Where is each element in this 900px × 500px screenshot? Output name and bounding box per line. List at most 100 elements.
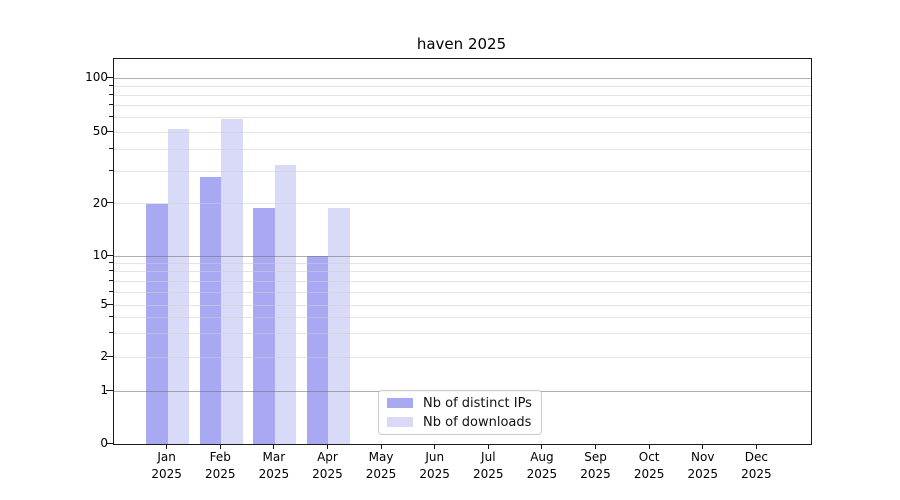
bar-nb-of-distinct-ips [199,177,222,444]
y-tick-label: 2 [100,349,108,363]
x-tick-mark [166,444,168,449]
x-tick-mark [434,444,436,449]
chart-title: haven 2025 [416,35,507,53]
x-tick-mark [273,444,275,449]
legend-label-distinct-ips: Nb of distinct IPs [423,395,532,411]
y-minor-tick-mark [109,104,113,106]
distinct-ips-swatch [387,398,413,408]
plot-area: Nb of distinct IPs Nb of downloads [113,58,812,445]
bar-nb-of-downloads [167,128,190,444]
y-tick-mark [106,442,113,444]
x-tick-mark [755,444,757,449]
y-minor-tick-mark [109,147,113,149]
x-tick-month: Nov [691,450,715,464]
bar-nb-of-distinct-ips [306,256,329,444]
y-tick-mark [106,202,113,204]
minor-gridline [114,85,811,87]
x-tick-month: Jan [157,450,176,464]
x-tick-label: Jul 2025 [458,449,518,483]
y-tick-mark [106,389,113,391]
minor-gridline [114,131,811,133]
x-tick-mark [702,444,704,449]
x-tick-month: Mar [262,450,286,464]
legend-label-downloads: Nb of downloads [423,414,532,430]
bar-nb-of-downloads [328,207,350,444]
x-tick-label: Oct 2025 [619,449,679,483]
y-tick-mark [106,76,113,78]
y-tick-label: 0 [100,436,108,450]
minor-gridline [114,356,811,358]
y-tick-mark [106,254,113,256]
y-tick-label: 10 [92,248,108,262]
y-tick-label: 20 [92,195,108,210]
x-tick-label: Feb 2025 [190,449,250,483]
major-gridline [114,255,811,257]
x-tick-year: 2025 [741,467,772,481]
x-tick-month: May [368,450,394,464]
y-tick-label: 1 [100,383,108,397]
x-tick-year: 2025 [204,467,236,481]
minor-gridline [114,148,811,150]
minor-gridline [114,105,811,107]
x-tick-month: Aug [530,450,554,464]
y-minor-tick-mark [109,279,113,281]
y-tick-label: 5 [100,297,108,311]
y-minor-tick-mark [109,270,113,272]
x-tick-month: Oct [638,450,660,464]
minor-gridline [114,95,811,97]
x-tick-mark [326,444,328,449]
x-tick-label: Sep 2025 [566,449,626,483]
x-tick-mark [541,444,543,449]
y-minor-tick-mark [109,290,113,292]
x-tick-year: 2025 [526,467,558,481]
minor-gridline [114,317,811,319]
x-tick-year: 2025 [365,467,397,481]
x-tick-label: Apr 2025 [297,449,357,483]
y-minor-tick-mark [109,170,113,172]
y-minor-tick-mark [109,316,113,318]
minor-gridline [114,333,811,335]
x-tick-mark [487,444,489,449]
minor-gridline [114,117,811,119]
y-tick-mark [106,355,113,357]
x-tick-mark [648,444,650,449]
x-tick-month: Feb [209,450,231,464]
legend-item-distinct-ips: Nb of distinct IPs [387,396,533,411]
x-tick-label: Nov 2025 [673,449,733,483]
legend: Nb of distinct IPs Nb of downloads [378,390,542,435]
x-tick-year: 2025 [473,467,504,481]
x-tick-month: Sep [584,450,607,464]
y-minor-tick-mark [109,116,113,118]
x-tick-year: 2025 [419,467,450,481]
x-tick-year: 2025 [580,467,611,481]
bar-nb-of-distinct-ips [253,207,275,444]
x-tick-mark [380,444,382,449]
x-tick-label: Aug 2025 [512,449,572,483]
y-minor-tick-mark [109,261,113,263]
y-minor-tick-mark [109,94,113,96]
major-gridline [114,77,811,79]
minor-gridline [114,291,811,293]
x-tick-label: May 2025 [351,449,411,483]
minor-gridline [114,271,811,273]
y-tick-label: 50 [92,124,108,138]
x-tick-year: 2025 [151,467,182,481]
minor-gridline [114,203,811,205]
x-tick-mark [219,444,221,449]
minor-gridline [114,280,811,282]
downloads-swatch [387,417,413,427]
x-tick-label: Dec 2025 [726,449,786,483]
y-tick-mark [106,303,113,305]
x-tick-year: 2025 [633,467,665,481]
y-tick-mark [106,130,113,132]
bar-nb-of-distinct-ips [146,203,168,444]
y-minor-tick-mark [109,84,113,86]
minor-gridline [114,304,811,306]
x-tick-month: Dec [744,450,768,464]
x-tick-label: Jan 2025 [137,449,197,483]
x-tick-month: Apr [317,450,338,464]
y-minor-tick-mark [109,332,113,334]
y-tick-label: 100 [85,70,108,85]
x-tick-year: 2025 [258,467,290,481]
